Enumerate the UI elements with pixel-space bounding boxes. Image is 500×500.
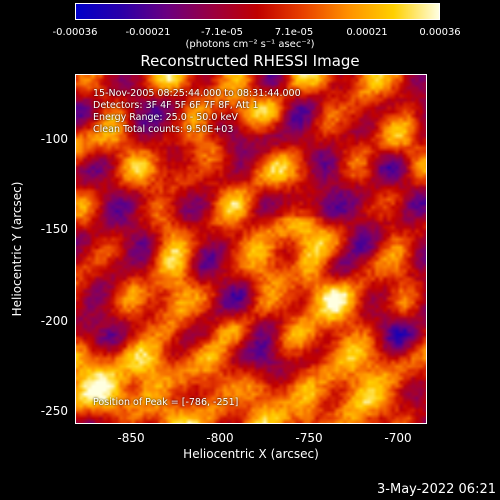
x-tick-label: -850 [117,431,145,445]
colorbar-tick: -0.00021 [125,27,171,38]
y-tick-label: -200 [40,314,68,328]
x-tick-label: -700 [384,431,412,445]
x-axis-label: Heliocentric X (arcsec) [183,447,319,461]
info-method-counts: Clean Total counts: 9.50E+03 [93,124,234,135]
colorbar-tick: 0.00036 [419,27,461,38]
colorbar-tick: -0.00036 [52,27,98,38]
y-tick-label: -150 [40,222,68,236]
colorbar-tick: 7.1e-05 [274,27,314,38]
info-detectors: Detectors: 3F 4F 5F 6F 7F 8F, Att 1 [93,100,259,111]
colorbar-tick: 0.00021 [346,27,388,38]
info-peak-position: Position of Peak = [-786, -251] [93,397,239,408]
colorbar-tick: -7.1e-05 [201,27,243,38]
rhessi-image-map [75,74,427,424]
info-time-range: 15-Nov-2005 08:25:44.000 to 08:31:44.000 [93,88,301,99]
date-stamp: 3-May-2022 06:21 [377,482,496,497]
info-energy-range: Energy Range: 25.0 - 50.0 keV [93,112,238,123]
y-tick-label: -100 [40,132,68,146]
x-tick-label: -750 [295,431,323,445]
colorbar [75,3,440,20]
y-tick-label: -250 [40,404,68,418]
y-axis-label: Heliocentric Y (arcsec) [10,181,24,317]
image-title: Reconstructed RHESSI Image [140,52,360,70]
x-tick-label: -800 [206,431,234,445]
colorbar-units: (photons cm⁻² s⁻¹ asec⁻²) [185,39,315,50]
